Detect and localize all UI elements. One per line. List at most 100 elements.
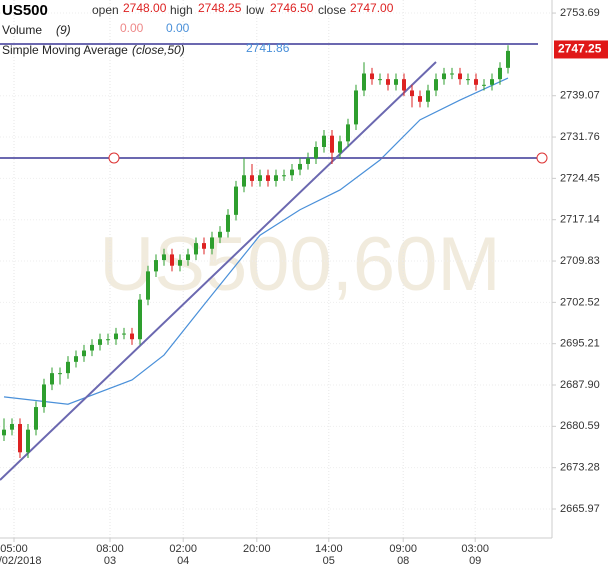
legend-label: high (170, 3, 193, 17)
candle-body (466, 79, 470, 81)
candle-body (226, 214, 230, 232)
candle-body (242, 175, 246, 187)
y-tick-label: 2724.45 (560, 172, 600, 184)
symbol: US500 (2, 2, 48, 19)
candle-body (506, 50, 510, 68)
candle-body (410, 90, 414, 97)
candle-body (50, 373, 54, 385)
candle-body (282, 175, 286, 177)
candle-body (170, 254, 174, 266)
candle-body (330, 135, 334, 153)
candle-body (250, 175, 254, 181)
candle-body (138, 299, 142, 340)
candle-body (194, 243, 198, 255)
candle-body (378, 79, 382, 81)
x-tick-label: 08:00 (96, 543, 124, 555)
x-tick-date: 01/02/2018 (0, 555, 42, 567)
x-tick-label: 20:00 (243, 543, 271, 555)
y-tick-label: 2753.69 (560, 7, 600, 19)
y-tick-label: 2702.52 (560, 296, 600, 308)
candle-body (258, 175, 262, 181)
candle-body (274, 175, 278, 181)
trend-line[interactable] (0, 61, 437, 481)
candle-body (370, 73, 374, 80)
candle-body (202, 243, 206, 249)
y-tick-label: 2739.07 (560, 90, 600, 102)
x-tick-date: 08 (397, 555, 409, 567)
y-tick-label: 2731.76 (560, 131, 600, 143)
candle-body (474, 79, 478, 85)
volume-value: 0.00 (120, 21, 144, 35)
candle-body (418, 96, 422, 102)
candle-body (10, 424, 14, 430)
volume-label: Volume (2, 23, 42, 37)
candle-body (482, 84, 486, 86)
legend-label: low (246, 3, 264, 17)
x-tick-date: 04 (177, 555, 189, 567)
y-tick-label: 2673.28 (560, 462, 600, 474)
candle-body (338, 141, 342, 153)
candle-body (82, 350, 86, 357)
sma-label: Simple Moving Average (2, 43, 128, 57)
candle-body (178, 260, 182, 266)
watermark: US500,60M (99, 222, 500, 307)
line-handle[interactable] (108, 152, 120, 164)
x-tick-label: 14:00 (315, 543, 343, 555)
y-tick-label: 2695.21 (560, 338, 600, 350)
legend-value: 2747.00 (350, 1, 394, 15)
legend-value: 2746.50 (270, 1, 314, 15)
candle-body (290, 169, 294, 176)
x-tick-date: 05 (323, 555, 335, 567)
line-handle[interactable] (536, 152, 548, 164)
candle-body (306, 158, 310, 164)
y-tick-label: 2680.59 (560, 420, 600, 432)
candle-body (114, 333, 118, 340)
x-tick-label: 03:00 (461, 543, 489, 555)
candle-body (218, 231, 222, 238)
candle-body (442, 73, 446, 80)
x-tick-label: 02:00 (169, 543, 197, 555)
candle-body (122, 333, 126, 335)
candle-body (314, 146, 318, 159)
candle-body (186, 254, 190, 261)
candle-body (106, 339, 110, 341)
candle-body (458, 73, 462, 80)
price-tag-label: 2747.25 (558, 42, 602, 56)
candle-body (426, 90, 430, 102)
sma-line (3, 77, 509, 405)
candle-body (354, 90, 358, 125)
candle-body (98, 339, 102, 345)
candle-body (42, 384, 46, 408)
y-tick-label: 2665.97 (560, 503, 600, 515)
candle-body (18, 424, 22, 453)
candle-body (234, 186, 238, 215)
legend-value: 2748.00 (123, 1, 167, 15)
price-tag (554, 40, 608, 59)
sma-params: (close,50) (132, 43, 185, 57)
candle-body (210, 237, 214, 249)
candle-body (146, 271, 150, 300)
candle-body (34, 407, 38, 430)
candle-body (162, 254, 166, 261)
sma-value: 2741.86 (246, 41, 290, 55)
legend-value: 2748.25 (198, 1, 242, 15)
candle-body (90, 344, 94, 351)
candle-body (394, 79, 398, 85)
candle-body (346, 124, 350, 142)
x-tick-label: 05:00 (0, 543, 28, 555)
y-tick-label: 2709.83 (560, 255, 600, 267)
candle-body (2, 429, 6, 436)
candle-body (434, 79, 438, 91)
candle-body (130, 333, 134, 340)
x-tick-label: 09:00 (389, 543, 417, 555)
legend-label: open (92, 3, 119, 17)
x-tick-date: 03 (104, 555, 116, 567)
candle-body (450, 73, 454, 75)
candle-body (362, 73, 366, 91)
candle-body (74, 356, 78, 362)
y-tick-label: 2717.14 (560, 214, 600, 226)
candle-body (266, 175, 270, 181)
x-tick-date: 09 (469, 555, 481, 567)
